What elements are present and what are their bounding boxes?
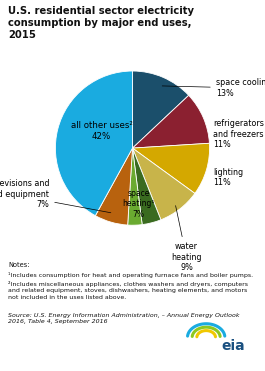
Text: space cooling
13%: space cooling 13%: [162, 78, 265, 98]
Text: U.S. residential sector electricity
consumption by major end uses,
2015: U.S. residential sector electricity cons…: [8, 6, 194, 40]
Wedge shape: [132, 95, 209, 148]
Text: ²Includes miscellaneous appliances, clothes washers and dryers, computers
and re: ²Includes miscellaneous appliances, clot…: [8, 281, 248, 300]
Text: lighting
11%: lighting 11%: [213, 168, 244, 187]
Text: ¹Includes consumption for heat and operating furnace fans and boiler pumps.: ¹Includes consumption for heat and opera…: [8, 272, 253, 278]
Wedge shape: [128, 148, 142, 225]
Text: all other uses²
42%: all other uses² 42%: [71, 121, 132, 141]
Wedge shape: [132, 148, 195, 220]
Text: water
heating
9%: water heating 9%: [171, 206, 202, 272]
Wedge shape: [95, 148, 132, 225]
Text: refrigerators
and freezers
11%: refrigerators and freezers 11%: [213, 119, 264, 149]
Text: eia: eia: [222, 339, 245, 352]
Text: televisions and
related equipment
7%: televisions and related equipment 7%: [0, 180, 111, 213]
Wedge shape: [132, 71, 189, 148]
Text: Source: U.S. Energy Information Administration, – Annual Energy Outlook
2016, Ta: Source: U.S. Energy Information Administ…: [8, 313, 240, 324]
Text: space
heating¹
7%: space heating¹ 7%: [122, 189, 155, 219]
Wedge shape: [55, 71, 132, 216]
Wedge shape: [132, 143, 210, 193]
Wedge shape: [132, 148, 161, 224]
Text: Notes:: Notes:: [8, 262, 29, 267]
